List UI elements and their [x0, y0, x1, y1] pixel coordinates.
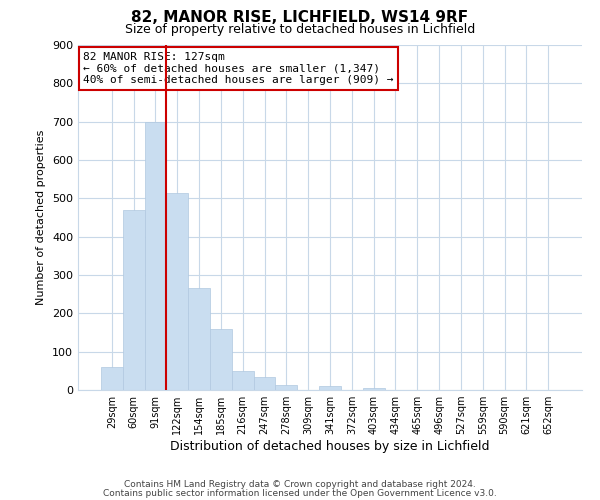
- Bar: [145, 122, 166, 390]
- Text: Contains HM Land Registry data © Crown copyright and database right 2024.: Contains HM Land Registry data © Crown c…: [124, 480, 476, 489]
- Bar: [275, 386, 297, 390]
- Bar: [101, 367, 123, 390]
- Text: Contains public sector information licensed under the Open Government Licence v3: Contains public sector information licen…: [103, 488, 497, 498]
- Bar: [166, 192, 188, 390]
- X-axis label: Distribution of detached houses by size in Lichfield: Distribution of detached houses by size …: [170, 440, 490, 453]
- Bar: [232, 371, 254, 390]
- Bar: [210, 328, 232, 390]
- Text: 82, MANOR RISE, LICHFIELD, WS14 9RF: 82, MANOR RISE, LICHFIELD, WS14 9RF: [131, 10, 469, 25]
- Y-axis label: Number of detached properties: Number of detached properties: [37, 130, 46, 305]
- Bar: [254, 376, 275, 390]
- Text: 82 MANOR RISE: 127sqm
← 60% of detached houses are smaller (1,347)
40% of semi-d: 82 MANOR RISE: 127sqm ← 60% of detached …: [83, 52, 394, 85]
- Bar: [363, 388, 385, 390]
- Bar: [123, 210, 145, 390]
- Bar: [319, 386, 341, 390]
- Bar: [188, 288, 210, 390]
- Text: Size of property relative to detached houses in Lichfield: Size of property relative to detached ho…: [125, 22, 475, 36]
